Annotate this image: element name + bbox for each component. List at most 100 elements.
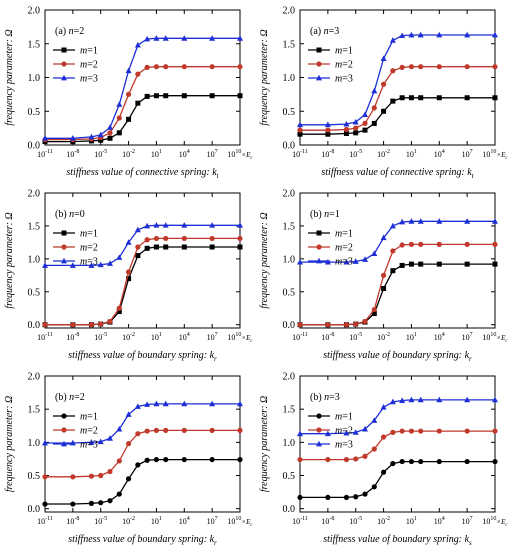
x-tick-label: 10-8 bbox=[66, 149, 79, 159]
data-point bbox=[126, 276, 132, 282]
series-m2 bbox=[297, 428, 498, 463]
data-point bbox=[324, 430, 331, 437]
data-point bbox=[389, 37, 396, 43]
legend-label: m=3 bbox=[80, 257, 98, 268]
data-point bbox=[181, 35, 188, 41]
data-point bbox=[88, 262, 95, 268]
series-m2 bbox=[42, 64, 243, 143]
data-point bbox=[362, 453, 368, 459]
data-point bbox=[153, 64, 160, 70]
y-tick-label: 1.0 bbox=[28, 73, 41, 84]
y-tick-label: 1.5 bbox=[28, 221, 41, 232]
data-point bbox=[125, 441, 132, 447]
x-tick-label: 10-8 bbox=[321, 332, 334, 342]
data-point bbox=[42, 474, 48, 480]
y-tick-label: 0.5 bbox=[283, 107, 296, 118]
x-tick-label: 10-5 bbox=[94, 332, 107, 342]
data-point bbox=[135, 431, 141, 437]
legend-label: m=3 bbox=[335, 440, 353, 451]
x-tick-label: 101 bbox=[406, 149, 417, 159]
data-point bbox=[42, 439, 48, 446]
data-point bbox=[371, 87, 378, 94]
x-tick-label: 10-8 bbox=[321, 149, 334, 159]
data-point bbox=[417, 218, 424, 224]
legend-label: m=2 bbox=[80, 243, 98, 254]
data-point bbox=[162, 400, 169, 407]
x-tick-label: 10-11 bbox=[37, 332, 53, 342]
y-tick-label: 0.0 bbox=[283, 141, 296, 152]
data-point bbox=[70, 322, 76, 328]
legend: m=1 m=2 m=3 bbox=[53, 412, 98, 451]
data-point bbox=[408, 241, 415, 247]
data-point bbox=[181, 222, 188, 228]
data-point bbox=[297, 121, 303, 128]
data-point bbox=[399, 242, 405, 248]
series-m3 bbox=[42, 400, 243, 446]
y-axis-label: frequency parameter: Ω bbox=[4, 29, 15, 125]
y-tick-label: 0.0 bbox=[28, 504, 41, 515]
data-point bbox=[237, 400, 243, 407]
data-point bbox=[297, 494, 303, 501]
data-point bbox=[399, 397, 406, 403]
data-point bbox=[492, 458, 498, 465]
data-point bbox=[181, 235, 187, 242]
data-point bbox=[362, 491, 368, 497]
data-point bbox=[116, 491, 122, 497]
y-axis-label: frequency parameter: Ω bbox=[259, 29, 270, 125]
data-point bbox=[181, 456, 187, 463]
legend-marker bbox=[61, 74, 67, 81]
legend-label: m=1 bbox=[80, 412, 98, 423]
chart-panel-6: 0.0 0.5 1.0 1.5 2.0 10-11 10-8 10-5 10-2 101 104 10… bbox=[259, 372, 508, 548]
data-point bbox=[408, 218, 415, 224]
data-point bbox=[352, 118, 359, 125]
series-m1 bbox=[42, 456, 243, 507]
data-point bbox=[135, 253, 141, 259]
data-point bbox=[417, 396, 424, 403]
x-tick-label: 104 bbox=[434, 149, 445, 159]
data-point bbox=[144, 245, 150, 251]
data-point bbox=[237, 427, 243, 433]
data-point bbox=[408, 396, 415, 403]
data-point bbox=[353, 456, 359, 462]
data-point bbox=[162, 222, 169, 228]
x-tick-label: 10-2 bbox=[122, 149, 135, 159]
y-tick-label: 2.0 bbox=[283, 189, 296, 200]
data-point bbox=[42, 262, 48, 268]
chart-panel-4: 0.0 0.5 1.0 1.5 2.0 10-11 10-8 10-5 10-2 101 104 10… bbox=[259, 189, 508, 364]
data-point bbox=[464, 396, 471, 403]
data-point bbox=[88, 500, 95, 506]
chart-panel-1: 0.0 0.5 1.0 1.5 2.0 10-11 10-8 10-5 10-2 101 104 10… bbox=[4, 6, 253, 181]
data-point bbox=[209, 222, 216, 228]
x-tick-label: 101 bbox=[406, 332, 417, 342]
data-point bbox=[380, 469, 387, 475]
x-axis-label: stiffness value of boundary spring: ks bbox=[323, 534, 472, 547]
series-line bbox=[45, 246, 240, 326]
series-m3 bbox=[297, 396, 498, 437]
panel-label: (b) n=3 bbox=[310, 392, 340, 403]
x-axis-label: stiffness value of boundary spring: kr bbox=[323, 350, 472, 363]
data-point bbox=[163, 93, 169, 99]
x-tick-label: 10-5 bbox=[349, 516, 362, 526]
legend: m=1 m=2 m=3 bbox=[308, 412, 353, 451]
data-point bbox=[436, 31, 443, 38]
x-tick-label: 10-2 bbox=[122, 332, 135, 342]
y-tick-label: 0.0 bbox=[28, 320, 41, 331]
series-m2 bbox=[42, 427, 243, 480]
data-point bbox=[163, 427, 169, 433]
data-point bbox=[492, 64, 498, 70]
data-point bbox=[436, 218, 443, 224]
data-point bbox=[390, 429, 396, 435]
data-point bbox=[116, 309, 122, 315]
data-point bbox=[237, 235, 243, 242]
data-point bbox=[492, 241, 498, 247]
x-tick-label: 10-2 bbox=[377, 332, 390, 342]
data-point bbox=[125, 269, 132, 275]
data-point bbox=[418, 428, 424, 434]
data-point bbox=[362, 318, 368, 325]
data-point bbox=[371, 120, 377, 126]
data-point bbox=[381, 285, 387, 291]
x-tick-label: 101 bbox=[151, 149, 162, 159]
data-point bbox=[125, 476, 132, 482]
data-point bbox=[107, 260, 113, 266]
